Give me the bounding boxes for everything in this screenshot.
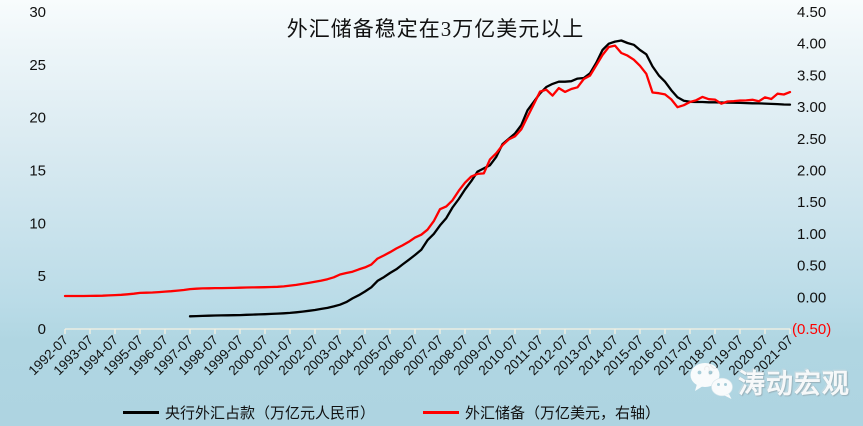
x-axis-labels: 1992-071993-071994-071995-071996-071997-… xyxy=(25,333,796,379)
left-axis-tick-label: 0 xyxy=(38,321,46,338)
x-axis-line xyxy=(64,328,791,334)
right-axis-tick-label: 4.50 xyxy=(797,4,826,21)
legend-item-pboc-position: 央行外汇占款（万亿元人民币） xyxy=(122,402,375,423)
legend-line-black xyxy=(122,411,159,414)
legend-label-fx-reserves: 外汇储备（万亿美元，右轴） xyxy=(465,406,661,422)
right-axis-tick-label: 2.50 xyxy=(797,131,826,148)
right-axis-labels: 4.50 4.00 3.50 3.00 2.50 2.00 1.50 1.00 0.50 0.00… xyxy=(792,4,831,338)
left-axis-labels: 30 25 20 15 10 5 0 xyxy=(29,4,46,338)
right-axis-tick-label: 3.50 xyxy=(797,67,826,84)
right-axis-tick-label: 3.00 xyxy=(797,99,826,116)
left-axis-tick-label: 10 xyxy=(29,215,46,232)
chart-title: 外汇储备稳定在3万亿美元以上 xyxy=(286,17,585,41)
series-line-black xyxy=(188,39,792,318)
left-axis-tick-label: 5 xyxy=(38,268,46,285)
right-axis-tick-label: 0.00 xyxy=(797,289,826,306)
legend: 央行外汇占款（万亿元人民币） 外汇储备（万亿美元，右轴） xyxy=(0,402,863,423)
right-axis-tick-label: 1.00 xyxy=(797,226,826,243)
right-axis-tick-label: 4.00 xyxy=(797,36,826,53)
legend-line-red xyxy=(423,411,459,414)
left-axis-tick-label: 20 xyxy=(29,110,46,127)
left-axis-tick-label: 25 xyxy=(29,57,46,74)
legend-label-pboc-position: 央行外汇占款（万亿元人民币） xyxy=(164,406,375,422)
left-axis-tick-label: 15 xyxy=(29,163,46,180)
right-axis-tick-label: 0.50 xyxy=(797,258,826,275)
right-axis-tick-label: (0.50) xyxy=(792,321,831,338)
legend-item-fx-reserves: 外汇储备（万亿美元，右轴） xyxy=(423,402,660,423)
right-axis-tick-label: 1.50 xyxy=(797,194,826,211)
right-axis-tick-label: 2.00 xyxy=(797,163,826,180)
series-line-red xyxy=(63,44,792,298)
left-axis-tick-label: 30 xyxy=(29,4,46,21)
